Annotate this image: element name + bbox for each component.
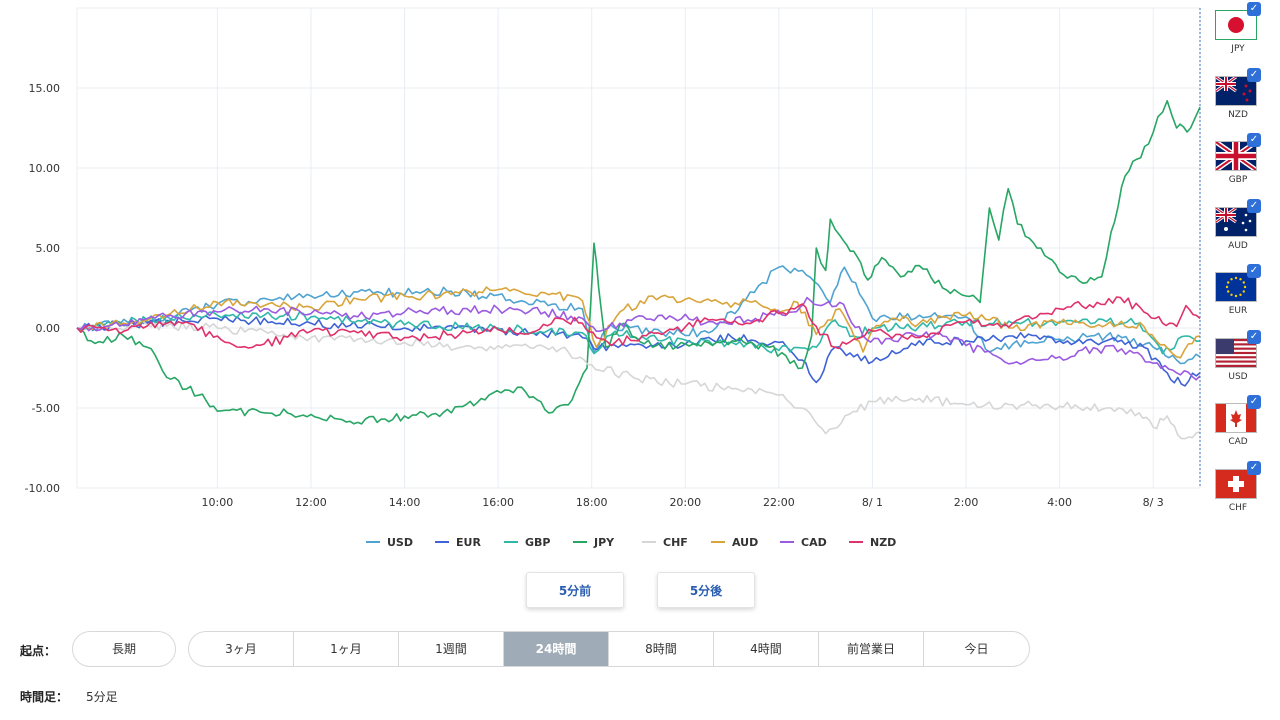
period-option-3[interactable]: 24時間	[504, 632, 609, 666]
legend-label-jpy[interactable]: JPY	[593, 536, 615, 549]
legend-label-chf[interactable]: CHF	[663, 536, 688, 549]
checkbox-checked-icon[interactable]: ✓	[1247, 264, 1261, 278]
y-axis: 15.00 10.00 5.00 0.00 -5.00 -10.00	[25, 82, 60, 495]
series-line-nzd	[76, 296, 1201, 350]
currency-toggle-jpy[interactable]: ✓ JPY	[1212, 2, 1264, 66]
series-line-aud	[76, 286, 1201, 359]
legend-label-eur[interactable]: EUR	[456, 536, 481, 549]
x-tick-label: 14:00	[389, 496, 421, 509]
checkbox-checked-icon[interactable]: ✓	[1247, 2, 1261, 16]
period-long-button[interactable]: 長期	[72, 631, 176, 667]
series-line-eur	[76, 315, 1201, 387]
currency-code-label: USD	[1228, 371, 1248, 382]
period-option-4[interactable]: 8時間	[609, 632, 714, 666]
timeframe-label: 時間足：	[20, 690, 69, 704]
au-flag-icon	[1215, 206, 1257, 237]
currency-code-label: JPY	[1231, 44, 1245, 54]
period-option-0[interactable]: 3ヶ月	[189, 632, 294, 666]
currency-toggle-aud[interactable]: ✓ AUD	[1212, 198, 1264, 263]
timeframe-value: 5分足	[86, 690, 118, 704]
currency-code-label: CAD	[1228, 437, 1248, 447]
checkbox-checked-icon[interactable]: ✓	[1247, 395, 1261, 409]
currency-toggle-eur[interactable]: ✓ EUR	[1212, 264, 1264, 328]
period-option-7[interactable]: 今日	[964, 642, 989, 656]
chart-series	[76, 100, 1201, 440]
currency-code-label: GBP	[1228, 175, 1248, 185]
y-tick-label: -10.00	[25, 482, 60, 495]
y-tick-label: 5.00	[36, 242, 61, 255]
x-tick-label: 8/ 3	[1143, 496, 1164, 509]
currency-toggle-nzd[interactable]: ✓ NZD	[1212, 67, 1264, 132]
currency-code-label: EUR	[1228, 306, 1248, 316]
chart-grid	[76, 7, 1201, 489]
x-tick-label: 4:00	[1047, 496, 1072, 509]
legend-label-cad[interactable]: CAD	[801, 536, 827, 549]
next-5min-button[interactable]: 5分後	[657, 572, 755, 608]
chart-legend: USD EUR GBP JPY CHF AUD CAD NZD	[366, 536, 896, 549]
x-tick-label: 22:00	[763, 496, 795, 509]
currency-toggle-usd[interactable]: ✓ USD	[1212, 329, 1264, 394]
x-tick-label: 16:00	[482, 496, 514, 509]
checkbox-checked-icon[interactable]: ✓	[1247, 198, 1261, 213]
series-line-chf	[76, 320, 1201, 440]
checkbox-checked-icon[interactable]: ✓	[1247, 329, 1261, 344]
period-option-6[interactable]: 前営業日	[819, 632, 924, 666]
legend-label-aud[interactable]: AUD	[732, 536, 758, 549]
checkbox-checked-icon[interactable]: ✓	[1247, 67, 1261, 82]
series-line-cad	[76, 296, 1201, 381]
jp-flag-icon	[1215, 10, 1257, 40]
x-tick-label: 2:00	[954, 496, 979, 509]
x-tick-label: 20:00	[669, 496, 701, 509]
y-tick-label: 0.00	[36, 322, 61, 335]
checkbox-checked-icon[interactable]: ✓	[1247, 133, 1261, 147]
checkbox-checked-icon[interactable]: ✓	[1247, 460, 1261, 475]
currency-code-label: NZD	[1228, 109, 1248, 120]
legend-label-usd[interactable]: USD	[387, 536, 413, 549]
x-tick-label: 10:00	[202, 496, 234, 509]
period-option-1[interactable]: 1ヶ月	[294, 632, 399, 666]
currency-toggle-gbp[interactable]: ✓ GBP	[1212, 133, 1264, 197]
series-line-usd	[76, 265, 1201, 365]
start-label: 起点：	[20, 644, 57, 658]
x-axis: 10:00 12:00 14:00 16:00 18:00 20:00 22:00 8/ 1 2…	[202, 496, 1164, 509]
period-option-5[interactable]: 4時間	[714, 632, 819, 666]
x-tick-label: 18:00	[576, 496, 608, 509]
legend-label-nzd[interactable]: NZD	[870, 536, 896, 549]
currency-strength-chart: 15.00 10.00 5.00 0.00 -5.00 -10.00 10:00 12:00…	[25, 7, 1201, 549]
period-option-2[interactable]: 1週間	[399, 632, 504, 666]
prev-5min-button[interactable]: 5分前	[526, 572, 624, 608]
currency-toggle-cad[interactable]: ✓ CAD	[1212, 395, 1264, 459]
currency-toggle-chf[interactable]: ✓ CHF	[1212, 460, 1264, 525]
y-tick-label: 15.00	[29, 82, 61, 95]
currency-code-label: CHF	[1228, 502, 1248, 513]
legend-label-gbp[interactable]: GBP	[525, 536, 550, 549]
y-tick-label: -5.00	[32, 402, 60, 415]
x-tick-label: 12:00	[295, 496, 327, 509]
series-line-jpy	[76, 100, 1201, 425]
y-tick-label: 10.00	[29, 162, 61, 175]
currency-code-label: AUD	[1228, 240, 1248, 251]
x-tick-label: 8/ 1	[862, 496, 883, 509]
period-selector: 3ヶ月 1ヶ月 1週間 24時間 8時間 4時間 前営業日 今日	[188, 631, 1030, 667]
